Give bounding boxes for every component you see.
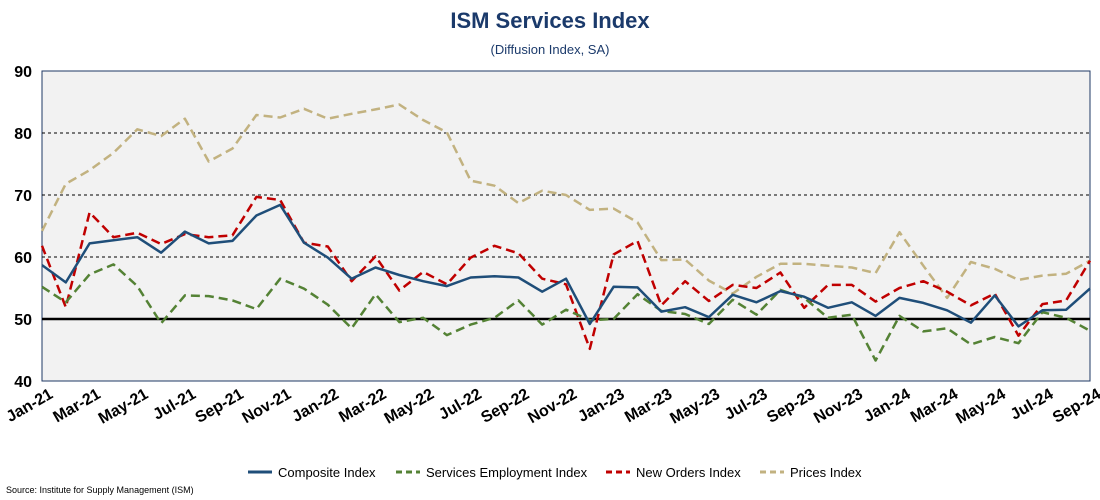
chart-title: ISM Services Index [450, 8, 650, 33]
x-tick-label: May-22 [382, 386, 438, 428]
x-tick-label: Mar-22 [336, 386, 389, 427]
x-tick-label: Nov-21 [239, 386, 294, 427]
series-line-prices-index [40, 103, 1091, 300]
x-tick-label: Mar-24 [908, 386, 961, 427]
legend-label: Composite Index [278, 465, 376, 480]
y-tick-label: 90 [14, 64, 32, 81]
legend-label: Prices Index [790, 465, 862, 480]
x-tick-label: May-23 [667, 386, 723, 428]
source-note: Source: Institute for Supply Management … [6, 485, 194, 495]
y-axis: 40 50 60 70 80 90 [14, 64, 32, 391]
x-tick-label: Nov-23 [811, 386, 866, 427]
series-line-new-orders-index [40, 195, 1092, 351]
x-tick-label: Jul-21 [150, 386, 199, 424]
x-tick-label: Sep-24 [1050, 386, 1100, 427]
series-line-services-employment-index [41, 263, 1091, 362]
x-tick-label: Jan-23 [575, 386, 627, 426]
x-tick-label: Mar-23 [622, 386, 675, 427]
x-tick-label: Jul-24 [1008, 386, 1057, 424]
x-tick-label: Sep-23 [764, 386, 818, 427]
y-tick-label: 70 [14, 188, 32, 205]
x-tick-label: Mar-21 [50, 386, 103, 427]
x-tick-label: Jan-21 [4, 386, 56, 426]
x-tick-label: Jul-22 [436, 386, 485, 424]
x-tick-label: May-21 [96, 386, 152, 428]
plot-area [41, 70, 1091, 382]
series-layer [40, 103, 1092, 362]
y-tick-label: 80 [14, 126, 32, 143]
x-tick-label: Jul-23 [722, 386, 771, 424]
legend: Composite Index Services Employment Index… [248, 465, 862, 480]
x-tick-label: Jan-24 [861, 386, 913, 426]
chart-subtitle: (Diffusion Index, SA) [490, 42, 610, 57]
legend-label: Services Employment Index [426, 465, 588, 480]
x-tick-label: Sep-22 [478, 386, 532, 427]
x-tick-label: Nov-22 [525, 386, 580, 427]
x-tick-label: May-24 [953, 386, 1009, 428]
legend-label: New Orders Index [636, 465, 741, 480]
series-line-composite-index [41, 203, 1091, 328]
x-tick-label: Jan-22 [289, 386, 341, 426]
y-tick-label: 50 [14, 312, 32, 329]
y-tick-label: 60 [14, 250, 32, 267]
y-tick-label: 40 [14, 374, 32, 391]
x-tick-label: Sep-21 [193, 386, 247, 427]
